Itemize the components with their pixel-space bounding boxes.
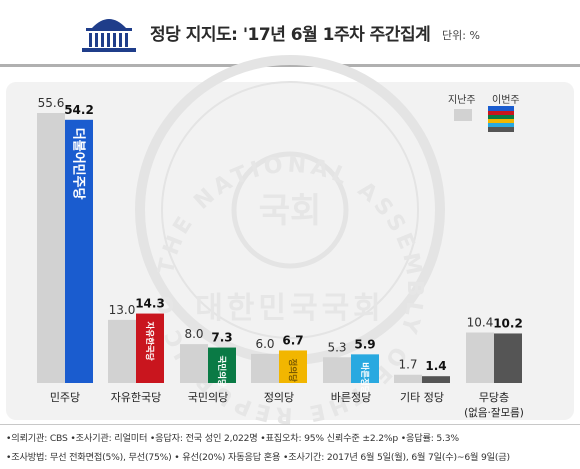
category-label: 국민의당 bbox=[188, 391, 228, 404]
footer-line-2: •조사방법: 무선 전화면접(5%), 무선(75%) • 유선(20%) 자동… bbox=[6, 452, 510, 463]
category-label: 무당층 bbox=[479, 391, 509, 404]
legend-last-week-label: 지난주 bbox=[448, 95, 476, 106]
category-label: 기타 정당 bbox=[400, 391, 444, 404]
value-label-last-week: 6.0 bbox=[255, 337, 274, 351]
bar-this-week bbox=[422, 376, 450, 383]
value-label-this-week: 14.3 bbox=[135, 297, 165, 311]
footer-line-1: •의뢰기관: CBS •조사기관: 리얼미터 •응답자: 전국 성인 2,022… bbox=[6, 433, 459, 444]
watermark-bottom-text: 대한민국국회 bbox=[195, 291, 385, 326]
value-label-last-week: 10.4 bbox=[467, 315, 494, 329]
value-label-this-week: 7.3 bbox=[211, 331, 232, 345]
value-label-last-week: 8.0 bbox=[184, 327, 203, 341]
value-label-last-week: 1.7 bbox=[398, 358, 417, 372]
bar-this-week bbox=[65, 119, 93, 384]
bar-this-week bbox=[351, 354, 379, 383]
national-assembly-icon bbox=[82, 19, 136, 52]
bar-last-week bbox=[251, 353, 279, 383]
bar-party-logo-text: 더불어민주당 bbox=[70, 128, 86, 200]
category-label: 정의당 bbox=[264, 391, 294, 404]
value-label-last-week: 55.6 bbox=[38, 96, 65, 110]
value-label-this-week: 54.2 bbox=[64, 103, 94, 117]
value-label-this-week: 6.7 bbox=[282, 333, 303, 347]
bar-last-week bbox=[466, 332, 494, 383]
page-title: 정당 지지도: '17년 6월 1주차 주간집계 bbox=[150, 25, 431, 45]
value-label-this-week: 10.2 bbox=[493, 316, 523, 330]
value-label-last-week: 5.3 bbox=[327, 340, 346, 354]
bar-last-week bbox=[37, 113, 65, 383]
legend-last-week-swatch bbox=[454, 109, 472, 121]
legend-this-week-swatch bbox=[488, 106, 514, 132]
header-divider bbox=[0, 64, 580, 67]
bar-this-week bbox=[494, 333, 522, 383]
bar-party-logo-text: 국민의당 bbox=[216, 356, 227, 387]
bar-party-logo-text: 정의당 bbox=[287, 358, 298, 382]
value-label-last-week: 13.0 bbox=[109, 303, 136, 317]
bar-this-week bbox=[136, 313, 164, 383]
legend-this-week-label: 이번주 bbox=[492, 95, 520, 106]
bar-party-logo-text: 바른정당 bbox=[359, 362, 370, 393]
bar-last-week bbox=[108, 319, 136, 383]
watermark-center-text: 국회 bbox=[259, 191, 322, 231]
value-label-this-week: 5.9 bbox=[354, 337, 375, 351]
bar-party-logo-text: 자유한국당 bbox=[144, 322, 155, 361]
category-sublabel: (없음·잘모름) bbox=[464, 406, 524, 419]
category-label: 자유한국당 bbox=[111, 391, 162, 404]
category-label: 민주당 bbox=[50, 391, 80, 404]
category-label: 바른정당 bbox=[331, 391, 371, 404]
bar-last-week bbox=[180, 344, 208, 383]
bar-last-week bbox=[323, 357, 351, 383]
bar-this-week bbox=[279, 350, 307, 383]
survey-footer: •의뢰기관: CBS •조사기관: 리얼미터 •응답자: 전국 성인 2,022… bbox=[0, 424, 580, 469]
unit-label: 단위: % bbox=[442, 29, 480, 42]
value-label-this-week: 1.4 bbox=[425, 359, 446, 373]
bar-this-week bbox=[208, 347, 236, 383]
bar-last-week bbox=[394, 374, 422, 383]
